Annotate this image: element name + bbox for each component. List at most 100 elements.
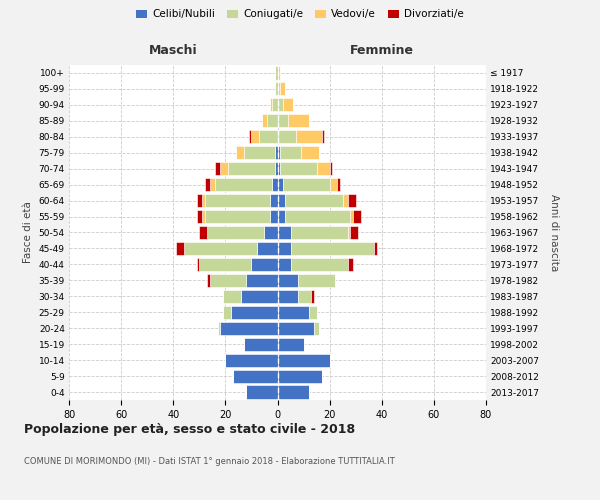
Bar [283,98,293,112]
Bar [275,162,277,175]
Bar [207,274,210,287]
Bar [290,258,348,271]
Bar [277,98,283,112]
Bar [298,290,311,303]
Bar [298,274,335,287]
Bar [277,178,283,191]
Text: COMUNE DI MORIMONDO (MI) - Dati ISTAT 1° gennaio 2018 - Elaborazione TUTTITALIA.: COMUNE DI MORIMONDO (MI) - Dati ISTAT 1°… [24,458,395,466]
Bar [251,130,259,143]
Bar [210,274,246,287]
Bar [288,114,309,128]
Bar [322,130,325,143]
Bar [228,162,275,175]
Bar [220,162,228,175]
Bar [226,354,277,366]
Bar [246,274,277,287]
Bar [314,322,319,335]
Bar [277,210,286,223]
Bar [277,162,280,175]
Bar [272,178,277,191]
Bar [246,386,277,398]
Bar [251,258,277,271]
Bar [223,306,230,319]
Bar [280,146,301,160]
Bar [280,82,286,96]
Bar [277,114,288,128]
Bar [218,322,220,335]
Bar [197,210,202,223]
Bar [199,258,251,271]
Bar [275,146,277,160]
Bar [329,162,332,175]
Bar [215,162,220,175]
Bar [348,226,350,239]
Bar [348,194,356,207]
Bar [290,226,348,239]
Bar [277,226,290,239]
Bar [215,178,272,191]
Bar [311,290,314,303]
Bar [277,306,309,319]
Bar [277,354,329,366]
Bar [277,322,314,335]
Bar [277,370,322,382]
Bar [241,290,277,303]
Bar [210,178,215,191]
Bar [329,178,337,191]
Bar [277,146,280,160]
Bar [277,130,296,143]
Bar [202,210,205,223]
Bar [275,66,277,80]
Bar [286,194,343,207]
Legend: Celibi/Nubili, Coniugati/e, Vedovi/e, Divorziati/e: Celibi/Nubili, Coniugati/e, Vedovi/e, Di… [132,5,468,24]
Bar [262,114,267,128]
Bar [343,194,348,207]
Bar [272,98,277,112]
Bar [277,386,309,398]
Bar [257,242,277,255]
Bar [277,290,298,303]
Bar [277,66,280,80]
Bar [205,178,210,191]
Bar [269,210,277,223]
Bar [277,338,304,350]
Bar [275,82,277,96]
Text: Femmine: Femmine [350,44,414,57]
Bar [277,194,286,207]
Bar [267,114,277,128]
Bar [197,258,199,271]
Bar [176,242,184,255]
Bar [283,178,329,191]
Bar [197,194,202,207]
Bar [230,306,277,319]
Bar [199,226,207,239]
Bar [286,210,350,223]
Bar [244,146,275,160]
Bar [337,178,340,191]
Bar [205,210,269,223]
Bar [277,258,290,271]
Bar [233,370,277,382]
Bar [350,226,358,239]
Bar [202,194,205,207]
Bar [277,242,290,255]
Bar [317,162,329,175]
Bar [309,306,317,319]
Bar [280,162,317,175]
Bar [301,146,319,160]
Bar [290,242,374,255]
Bar [207,226,265,239]
Bar [277,82,280,96]
Bar [205,194,269,207]
Bar [348,258,353,271]
Bar [269,194,277,207]
Text: Maschi: Maschi [149,44,197,57]
Bar [296,130,322,143]
Bar [249,130,251,143]
Bar [244,338,277,350]
Bar [350,210,353,223]
Bar [265,226,277,239]
Y-axis label: Fasce di età: Fasce di età [23,202,33,264]
Bar [374,242,377,255]
Bar [236,146,244,160]
